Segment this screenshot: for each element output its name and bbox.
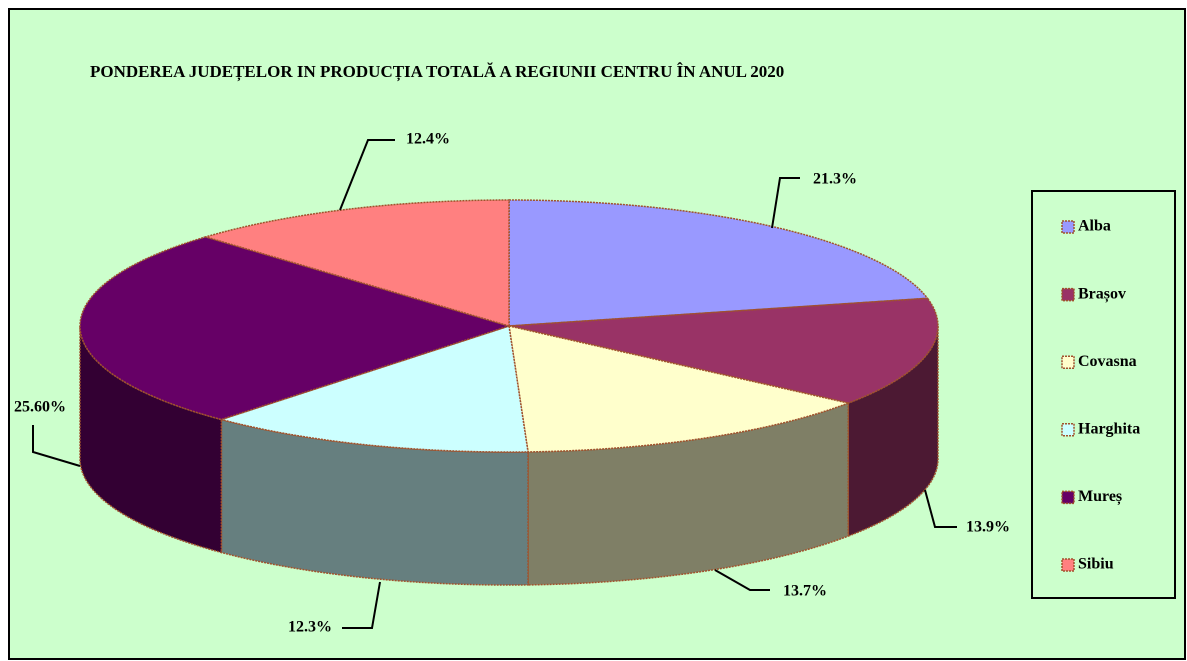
legend-swatch [1061,423,1075,437]
data-label: 25.60% [14,399,66,416]
data-label: 13.9% [966,519,1010,536]
slice-side [527,402,849,586]
data-label: 12.4% [406,131,450,148]
slice [203,199,510,328]
leader-line [339,139,395,211]
slice [79,236,512,421]
data-label: 13.7% [783,583,827,600]
legend-swatch [1061,490,1075,505]
legend-label: Sibiu [1078,556,1114,573]
legend-label: Mureș [1078,488,1122,506]
legend-label: Covasna [1078,353,1137,370]
legend-swatch [1061,558,1075,572]
slice-side [79,325,223,554]
leader-line [342,581,381,629]
legend-label: Harghita [1078,420,1140,437]
chart-title: PONDEREA JUDEȚELOR IN PRODUCȚIA TOTALĂ A… [90,62,784,82]
data-label: 21.3% [813,171,857,188]
legend-swatch [1061,287,1075,302]
legend-swatch [1061,220,1075,234]
leader-line [32,425,81,467]
legend-box [1031,190,1176,599]
data-label: 12.3% [288,619,332,636]
slice [508,297,939,404]
leader-line [714,569,770,591]
slice-side [847,325,939,538]
slice [508,325,851,453]
leader-line [771,177,800,229]
legend-swatch [1061,355,1075,369]
leader-line [924,489,957,528]
legend-label: Brașov [1078,285,1126,303]
slice [218,325,529,453]
legend-label: Alba [1078,218,1111,235]
slice [508,199,929,327]
